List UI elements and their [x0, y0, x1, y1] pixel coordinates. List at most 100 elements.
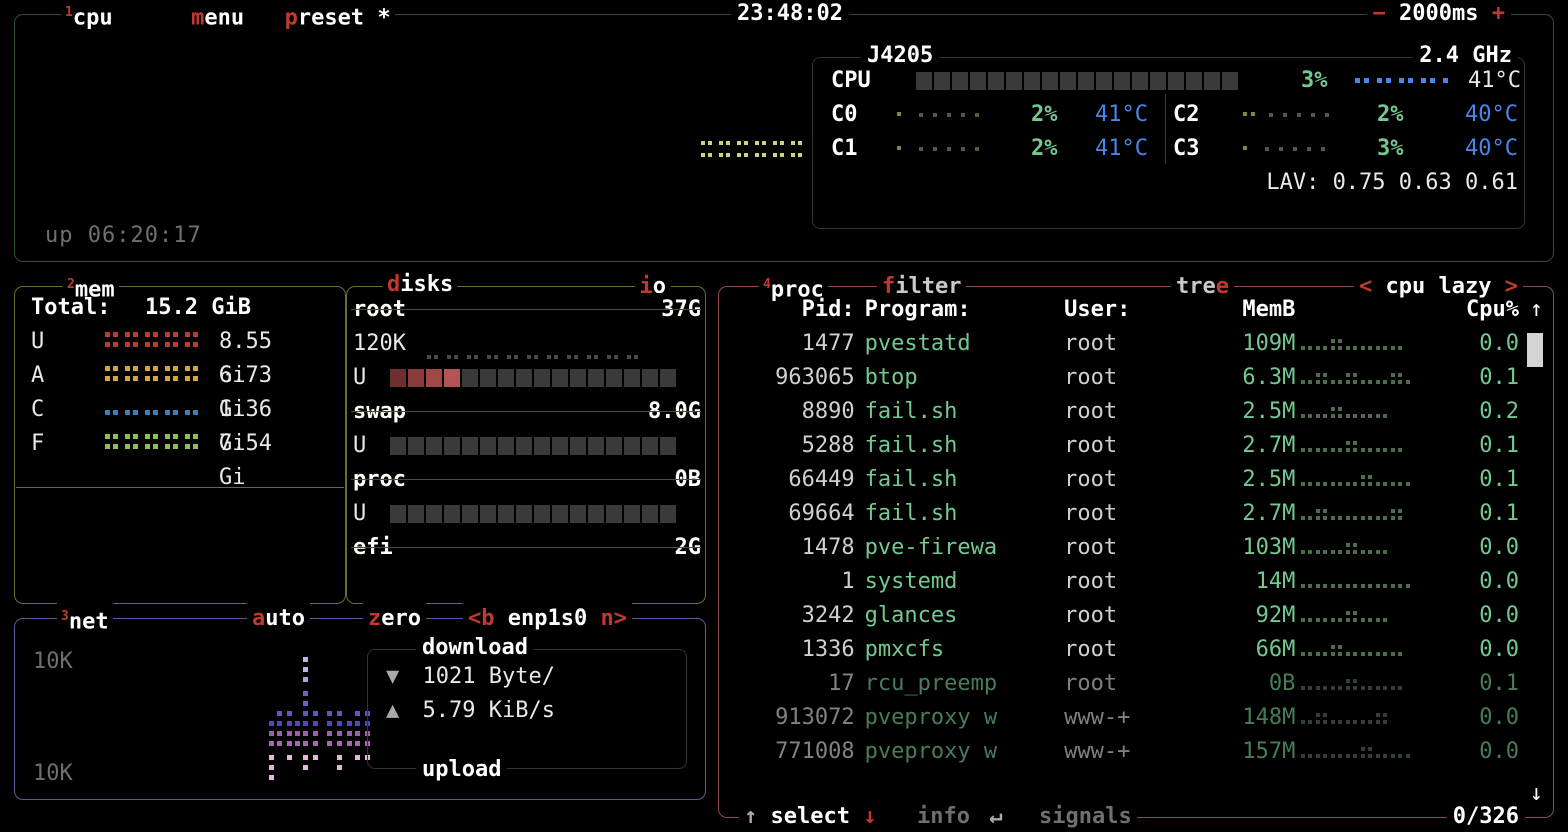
table-row[interactable]: 8890 fail.sh root 2.5M 0.2 — [727, 395, 1527, 429]
table-row[interactable]: 1336 pmxcfs root 66M 0.0 — [727, 633, 1527, 667]
cpu-core-percent-0: 2% — [1031, 102, 1058, 127]
proc-signals-label[interactable]: signals — [1038, 804, 1132, 829]
net-download-row: ▼ 1021 Byte/ — [386, 660, 555, 694]
proc-scroll-down-icon[interactable]: ↓ — [1529, 781, 1543, 806]
proc-select-up-icon[interactable]: ↑ — [744, 804, 758, 829]
proc-select-down-icon[interactable]: ↓ — [863, 804, 877, 829]
cpu-preset-label[interactable]: reset — [297, 5, 365, 31]
mem-divider — [16, 487, 344, 488]
cpu-core-row-1: C1 2% 41°C — [831, 132, 1171, 166]
table-row[interactable]: 1478 pve-firewa root 103M 0.0 — [727, 531, 1527, 565]
proc-row-mem: 6.3M — [1242, 365, 1296, 390]
proc-row-pid: 963065 — [775, 365, 855, 390]
proc-sort-prev-button[interactable]: < — [1359, 274, 1373, 299]
cpu-core-temp-3: 40°C — [1465, 136, 1518, 161]
net-zero-toggle[interactable]: zero — [363, 602, 426, 636]
mem-row-graph-1 — [105, 362, 221, 399]
proc-row-mem: 103M — [1242, 535, 1296, 560]
mem-row-value-3: 7.54 Gi — [219, 431, 272, 490]
proc-col-mem[interactable]: MemB — [1242, 297, 1296, 322]
net-download-label: download — [416, 631, 534, 665]
cpu-core-temp-1: 41°C — [1095, 136, 1148, 161]
disk-entry-root-header: root 37G — [353, 293, 701, 327]
cpu-menu-hotkey[interactable]: m — [191, 5, 205, 31]
proc-filter-hotkey[interactable]: f — [882, 274, 896, 299]
proc-scrollbar-thumb[interactable] — [1527, 333, 1543, 367]
mem-row-graph-0 — [105, 328, 221, 365]
table-row[interactable]: 1 systemd root 14M 0.0 — [727, 565, 1527, 599]
table-row[interactable]: 66449 fail.sh root 2.5M 0.1 — [727, 463, 1527, 497]
cpu-total-meter — [916, 64, 1240, 98]
table-row[interactable]: 771008 pveproxy w www-+ 157M 0.0 — [727, 735, 1527, 769]
proc-row-program: fail.sh — [864, 399, 958, 424]
disks-hotkey[interactable]: d — [387, 272, 401, 297]
proc-sort-next-button[interactable]: > — [1504, 274, 1518, 299]
table-row[interactable]: 963065 btop root 6.3M 0.1 — [727, 361, 1527, 395]
proc-row-mem: 0B — [1268, 671, 1296, 696]
net-auto-hotkey[interactable]: a — [252, 606, 266, 631]
disk-io-value-0: 120K — [353, 331, 406, 356]
net-upload-row: ▲ 5.79 KiB/s — [386, 694, 555, 728]
net-download-value: 1021 Byte/ — [422, 664, 555, 689]
net-panel-title[interactable]: 3net — [57, 602, 113, 638]
mem-panel-label: mem — [74, 277, 115, 303]
proc-panel-title[interactable]: 4proc — [759, 270, 828, 306]
proc-col-program[interactable]: Program: — [864, 297, 971, 322]
net-scale-download: 10K — [33, 649, 73, 674]
cpu-menu-label[interactable]: enu — [204, 5, 245, 31]
proc-tree-hotkey[interactable]: e — [1215, 274, 1229, 299]
net-interface-prev-button[interactable]: <b — [468, 606, 495, 631]
proc-row-pid: 771008 — [775, 739, 855, 764]
proc-row-pid: 1477 — [801, 331, 855, 356]
proc-row-mem: 92M — [1255, 603, 1296, 628]
net-interface-selector[interactable]: <b enp1s0 n> — [463, 602, 632, 636]
net-zero-hotkey[interactable]: z — [368, 606, 382, 631]
update-interval-control[interactable]: − 2000ms + — [1366, 0, 1511, 31]
proc-col-cpu[interactable]: Cpu% — [1466, 297, 1519, 322]
proc-row-user: www-+ — [1064, 739, 1131, 764]
mem-panel-index: 2 — [67, 277, 75, 292]
mem-row-0: U 8.55 Gi — [31, 325, 272, 388]
proc-info-label[interactable]: info — [916, 804, 970, 829]
table-row[interactable]: 3242 glances root 92M 0.0 — [727, 599, 1527, 633]
table-row[interactable]: 69664 fail.sh root 2.7M 0.1 — [727, 497, 1527, 531]
disks-io-hotkey[interactable]: i — [639, 274, 653, 299]
update-decrease-button[interactable]: − — [1372, 1, 1386, 26]
proc-tree-toggle[interactable]: tree — [1171, 270, 1234, 304]
proc-col-pid[interactable]: Pid: — [801, 297, 855, 322]
mem-row-value-2: 1.36 Gi — [219, 397, 272, 456]
disk-entry-efi-header: efi 2G — [353, 531, 701, 565]
proc-scroll-up-icon[interactable]: ↑ — [1529, 297, 1543, 322]
cpu-panel-title[interactable]: 1cpu menu preset * — [61, 0, 395, 34]
table-row[interactable]: 5288 fail.sh root 2.7M 0.1 — [727, 429, 1527, 463]
table-row[interactable]: 1477 pvestatd root 109M 0.0 — [727, 327, 1527, 361]
proc-col-user[interactable]: User: — [1064, 297, 1131, 322]
net-interface-next-button[interactable]: n> — [600, 606, 627, 631]
table-row[interactable]: 17 rcu_preemp root 0B 0.1 — [727, 667, 1527, 701]
disks-panel-title[interactable]: disks — [383, 270, 458, 300]
disk-usage-label-0: U — [353, 365, 367, 390]
cpu-core-row-2: C2 2% 40°C — [1173, 98, 1518, 132]
proc-row-program: pmxcfs — [864, 637, 945, 662]
net-auto-toggle[interactable]: auto — [247, 602, 310, 636]
disk-usage-label-1: U — [353, 433, 367, 458]
mem-row-key-0: U — [31, 329, 45, 354]
cpu-core-label-3: C3 — [1173, 136, 1200, 161]
cpu-preset-hotkey[interactable]: p — [284, 5, 298, 31]
proc-row-pid: 3242 — [801, 603, 855, 628]
net-interface-name: enp1s0 — [507, 606, 588, 631]
cpu-core-percent-1: 2% — [1031, 136, 1058, 161]
table-row[interactable]: 913072 pveproxy w www-+ 148M 0.0 — [727, 701, 1527, 735]
proc-row-cpu-graph — [1295, 395, 1425, 429]
proc-panel: 4proc filter tree < cpu lazy > Pid: Prog… — [718, 270, 1554, 832]
proc-sort-selector[interactable]: < cpu lazy > — [1354, 270, 1523, 304]
proc-row-program: systemd — [864, 569, 958, 594]
proc-filter-button[interactable]: filter — [877, 270, 967, 304]
mem-panel-title[interactable]: 2mem — [63, 270, 119, 306]
cpu-detail-box: J4205 2.4 GHz CPU 3% 41°C — [812, 39, 1525, 229]
cpu-core-separator — [1165, 94, 1166, 164]
update-increase-button[interactable]: + — [1491, 1, 1505, 26]
proc-row-cpu: 0.0 — [1479, 603, 1519, 628]
proc-row-pid: 1 — [841, 569, 855, 594]
